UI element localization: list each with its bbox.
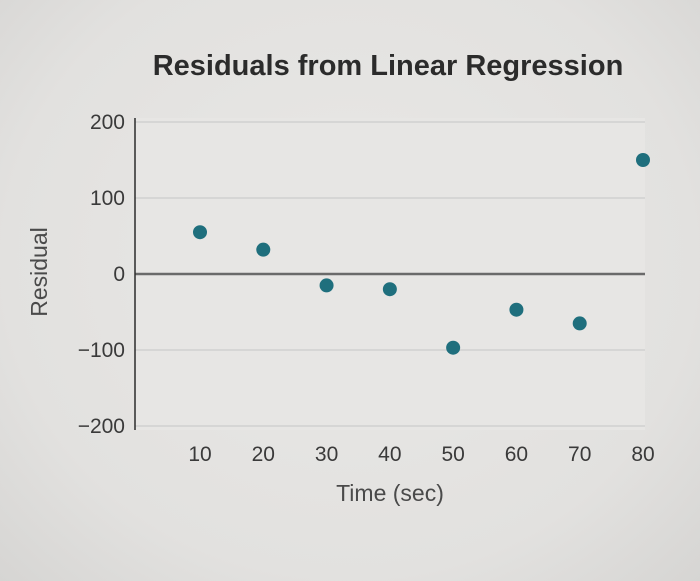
x-axis-label: Time (sec)	[336, 480, 444, 506]
y-tick-label: 100	[90, 187, 125, 210]
gridlines	[135, 121, 645, 427]
x-tick-label: 80	[631, 443, 654, 466]
data-point	[636, 153, 650, 167]
y-tick-label: 0	[113, 263, 125, 286]
data-point	[509, 302, 524, 317]
x-tick-label: 30	[315, 443, 338, 466]
data-point	[572, 316, 587, 331]
x-tick-label: 20	[252, 443, 275, 466]
y-tick-label: −200	[78, 415, 125, 438]
chart-title: Residuals from Linear Regression	[153, 50, 624, 82]
data-point	[319, 278, 334, 293]
x-tick-label: 10	[188, 443, 211, 466]
data-point	[446, 340, 461, 355]
x-tick-label: 40	[378, 443, 401, 466]
data-point	[193, 225, 207, 240]
x-tick-label: 50	[441, 443, 464, 466]
x-tick-label: 60	[505, 443, 528, 466]
y-tick-label: 200	[90, 111, 125, 134]
x-tick-labels: 10 20 30 40 50 60 70 80	[188, 443, 654, 466]
y-tick-labels: 200 100 0 −100 −200	[78, 111, 125, 438]
data-point	[256, 242, 271, 257]
y-tick-label: −100	[78, 339, 125, 362]
data-points	[193, 153, 650, 355]
data-point	[382, 282, 397, 297]
x-tick-label: 70	[568, 443, 591, 466]
y-axis-label: Residual	[26, 227, 52, 317]
